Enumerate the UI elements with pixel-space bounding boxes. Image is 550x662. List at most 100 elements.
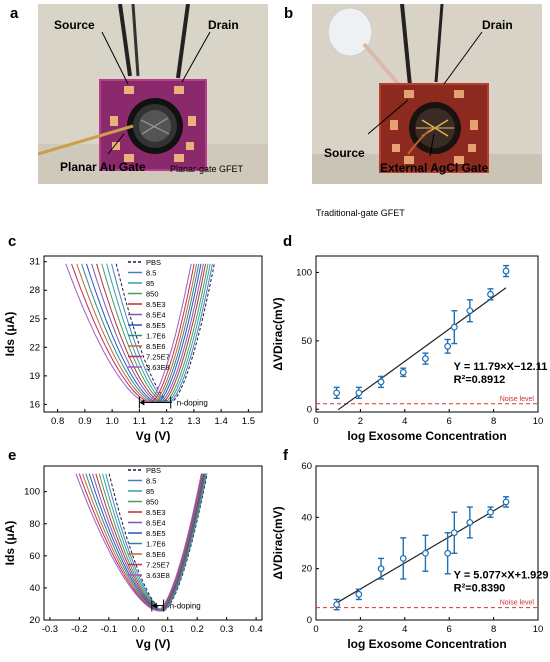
x-tick-label: 0.9	[78, 416, 91, 427]
data-point	[355, 590, 363, 598]
x-tick-label: 10	[533, 624, 544, 635]
y-tick-label: 50	[301, 336, 312, 347]
y-tick-label: 40	[29, 583, 40, 594]
x-tick-label: 6	[447, 416, 452, 427]
curve-85	[106, 263, 211, 404]
legend-label: 8.5E3	[146, 508, 166, 517]
curve-8.5E3	[96, 263, 207, 404]
plot-frame	[315, 255, 539, 413]
curve-8.5E4	[91, 263, 204, 404]
y-tick-label: 19	[29, 371, 40, 382]
curve-1.7E6	[81, 263, 200, 404]
data-point	[399, 555, 407, 562]
y-tick-label: 80	[29, 519, 40, 530]
data-point	[450, 529, 458, 537]
y-tick-label: 22	[29, 342, 40, 353]
x-tick-label: 1.4	[215, 416, 228, 427]
data-point	[444, 549, 452, 557]
curve-8.5E4	[92, 473, 205, 612]
data-point	[422, 355, 429, 363]
legend-label: 1.7E6	[146, 332, 166, 341]
y-tick-label: 20	[301, 564, 312, 575]
x-tick-label: 0.3	[220, 624, 233, 635]
x-tick-label: 1.2	[160, 416, 173, 427]
data-point	[399, 368, 407, 376]
label-source: Source	[54, 18, 95, 32]
y-tick-label: 100	[24, 487, 40, 498]
label-drain: Drain	[208, 18, 239, 32]
x-tick-label: 10	[533, 416, 544, 427]
panel-letter-e: e	[8, 447, 17, 464]
x-tick-label: 0	[313, 416, 318, 427]
legend-label: 8.5	[146, 269, 156, 278]
legend-label: 1.7E6	[146, 540, 166, 549]
y-tick-label: 0	[307, 615, 312, 626]
x-axis-label: Vg (V)	[136, 429, 171, 443]
legend-label: 8.5E5	[146, 529, 166, 538]
legend-label: 85	[146, 487, 154, 496]
label-planar-au-gate: Planar Au Gate	[60, 160, 146, 174]
legend-label: 8.5E4	[146, 519, 166, 528]
legend-label: 85	[146, 279, 154, 288]
x-tick-label: 2	[358, 624, 363, 635]
caption-traditional-gate: Traditional-gate GFET	[316, 208, 405, 218]
x-tick-label: 8	[491, 624, 496, 635]
y-tick-label: 40	[301, 512, 312, 523]
curve-8.5E6	[76, 263, 198, 404]
fit-equation: Y = 11.79×X−12.11	[454, 361, 548, 373]
plot-frame	[315, 465, 539, 621]
y-tick-label: 25	[29, 314, 40, 325]
legend-label: 8.5E6	[146, 342, 166, 351]
legend-label: 3.63E8	[146, 571, 170, 580]
legend-label: 8.5E4	[146, 311, 166, 320]
curve-7.25E7	[78, 473, 203, 612]
data-point	[377, 378, 385, 386]
data-point	[502, 267, 510, 275]
data-point	[502, 498, 510, 506]
curve-8.5	[111, 263, 213, 404]
label-drain: Drain	[482, 18, 513, 32]
legend-label: 8.5E6	[146, 550, 166, 559]
arrow-head	[151, 602, 157, 609]
label-source: Source	[324, 146, 365, 160]
x-tick-label: 0	[313, 624, 318, 635]
curve-8.5E6	[82, 473, 203, 612]
x-tick-label: 0.8	[51, 416, 64, 427]
curve-3.63E8	[65, 263, 192, 404]
y-tick-label: 100	[296, 267, 312, 278]
y-tick-label: 0	[307, 404, 312, 415]
curve-7.25E7	[71, 263, 195, 404]
arrow-head	[139, 399, 145, 406]
x-tick-label: 4	[402, 416, 407, 427]
y-tick-label: 16	[29, 399, 40, 410]
data-point	[444, 342, 452, 350]
n-doping-label: n-doping	[170, 602, 201, 611]
x-axis-label: log Exosome Concentration	[347, 429, 506, 443]
x-tick-label: -0.3	[42, 624, 58, 635]
y-axis-label: ΔVDirac(mV)	[271, 506, 285, 579]
noise-level-label: Noise level	[500, 396, 535, 403]
data-point	[487, 508, 494, 516]
y-axis-label: ΔVDirac(mV)	[271, 297, 285, 370]
data-point	[333, 601, 341, 608]
legend-label: 8.5	[146, 477, 156, 486]
photo-traditional-gate-gfet: Drain Source External AgCl Gate	[312, 4, 542, 184]
x-tick-label: 1.1	[133, 416, 146, 427]
legend-label: 850	[146, 290, 159, 299]
panel-letter-d: d	[283, 233, 293, 250]
fit-equation: Y = 5.077×X+1.929	[454, 569, 549, 581]
x-tick-label: 4	[402, 624, 407, 635]
curve-PBS	[115, 263, 215, 404]
x-tick-label: 6	[447, 624, 452, 635]
y-tick-label: 60	[301, 461, 312, 472]
curve-850	[101, 263, 209, 404]
curve-850	[98, 473, 206, 612]
data-point	[466, 519, 474, 526]
data-point	[377, 565, 385, 573]
legend-label: 8.5E5	[146, 321, 166, 330]
data-point	[450, 323, 458, 331]
data-point	[487, 290, 494, 298]
curve-PBS	[108, 473, 208, 612]
y-tick-label: 60	[29, 551, 40, 562]
x-tick-label: 8	[491, 416, 496, 427]
